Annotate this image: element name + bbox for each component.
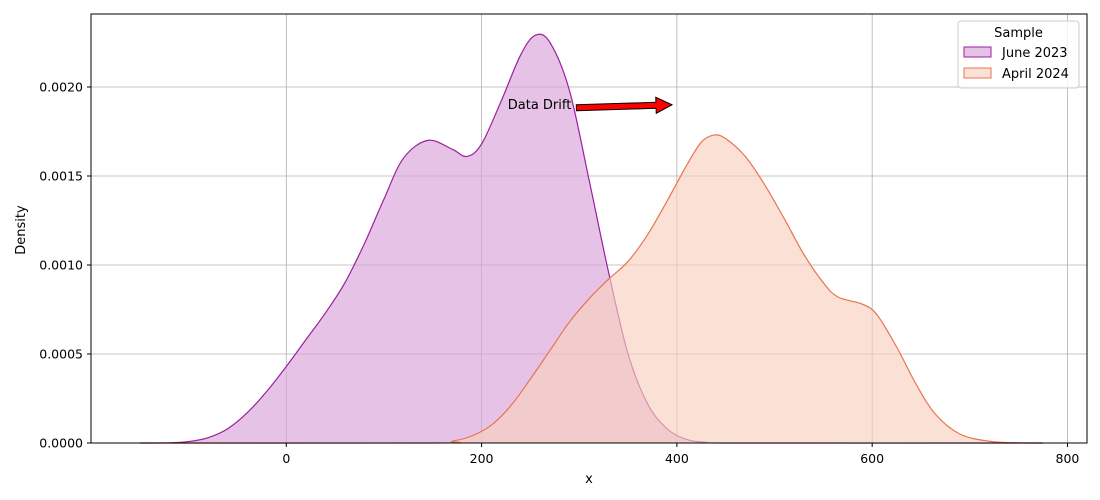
x-tick-label: 200 <box>470 451 494 466</box>
legend-swatch <box>963 67 992 79</box>
x-tick-label: 0 <box>282 451 290 466</box>
x-tick-label: 800 <box>1056 451 1080 466</box>
y-tick-label: 0.0000 <box>39 436 83 451</box>
annotation-arrow <box>575 96 674 115</box>
tick-layer: 0 200 400 600 800 0.0000 0.0005 0.0010 0.0015 0.0… <box>39 79 1079 466</box>
density-line-series-2 <box>139 134 1044 444</box>
y-tick-label: 0.0020 <box>39 79 83 94</box>
y-axis-label: Density <box>14 205 29 255</box>
legend-entry-label: June 2023 <box>1001 46 1068 61</box>
legend-entry-label: April 2024 <box>1002 67 1069 82</box>
annotation-layer: Data Drift <box>508 96 674 115</box>
x-tick-label: 400 <box>665 451 689 466</box>
x-axis-label: x <box>585 472 593 487</box>
legend-swatch <box>963 46 992 58</box>
legend-title: Sample <box>994 26 1043 41</box>
y-tick-label: 0.0010 <box>39 257 83 272</box>
plot-border <box>90 13 1088 444</box>
density-area-series-1 <box>139 34 1044 444</box>
density-area-series-2 <box>139 134 1044 444</box>
y-tick-label: 0.0005 <box>39 346 83 361</box>
plot-frame <box>90 13 1088 444</box>
y-tick-label: 0.0015 <box>39 168 83 183</box>
x-tick-label: 600 <box>860 451 884 466</box>
series-layer <box>139 33 1044 444</box>
annotation-text: Data Drift <box>508 98 572 113</box>
legend: Sample June 2023 April 2024 <box>957 20 1080 89</box>
